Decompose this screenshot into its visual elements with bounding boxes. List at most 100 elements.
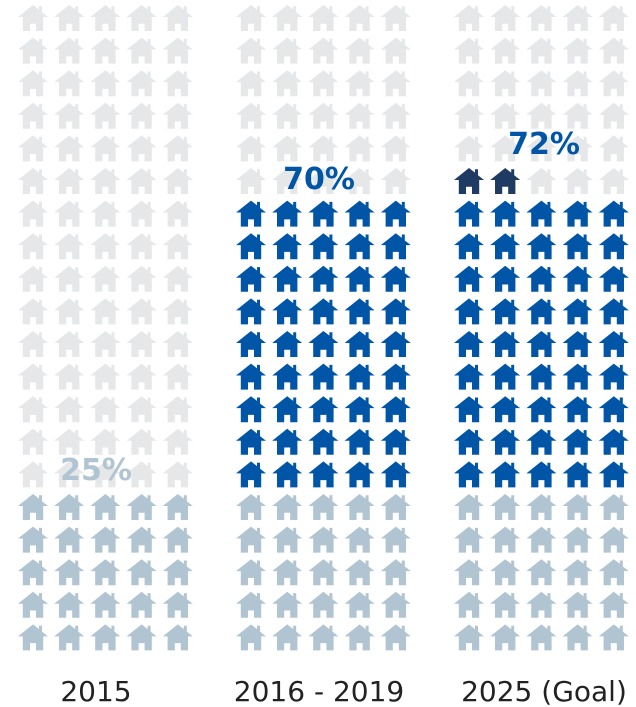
- house-icon: [90, 5, 121, 31]
- house-icon: [490, 526, 521, 553]
- house-icon: [90, 37, 121, 64]
- house-icon: [380, 200, 411, 227]
- house-icon: [562, 70, 593, 97]
- house-icon: [344, 168, 375, 194]
- house-icon: [236, 559, 266, 586]
- house-icon: [380, 461, 411, 488]
- house-icon: [562, 396, 593, 423]
- house-icon: [308, 168, 339, 194]
- house-icon: [126, 5, 157, 31]
- house-icon: [526, 396, 557, 423]
- house-icon: [272, 396, 303, 423]
- house-icon: [526, 200, 557, 227]
- house-icon: [598, 298, 629, 325]
- house-icon: [18, 494, 48, 520]
- house-icon: [562, 200, 593, 227]
- house-icon: [90, 331, 121, 357]
- house-icon: [236, 363, 266, 390]
- house-icon: [562, 135, 593, 162]
- house-icon: [344, 559, 375, 586]
- house-icon: [308, 396, 339, 423]
- house-icon: [526, 168, 557, 194]
- house-icon: [598, 624, 629, 651]
- house-icon: [490, 265, 521, 292]
- house-icon: [90, 624, 121, 651]
- house-icon: [54, 135, 85, 162]
- house-icon: [272, 428, 303, 455]
- house-icon: [162, 428, 193, 455]
- house-icon: [18, 396, 48, 423]
- house-icon: [272, 298, 303, 325]
- house-icon: [126, 233, 157, 260]
- percent-label-2016-2019: 70%: [283, 162, 355, 197]
- house-icon: [380, 168, 411, 194]
- house-icon: [344, 428, 375, 455]
- house-icon: [490, 200, 521, 227]
- house-icon: [562, 331, 593, 357]
- house-icon: [90, 559, 121, 586]
- house-icon: [490, 461, 521, 488]
- house-icon: [380, 298, 411, 325]
- house-icon: [308, 5, 339, 31]
- house-icon: [18, 363, 48, 390]
- house-icon: [454, 363, 484, 390]
- house-icon: [162, 135, 193, 162]
- category-label-2025-goal: 2025 (Goal): [461, 675, 627, 707]
- house-icon: [454, 37, 484, 64]
- house-icon: [454, 298, 484, 325]
- house-icon: [308, 591, 339, 618]
- house-icon: [162, 591, 193, 618]
- house-icon: [344, 37, 375, 64]
- house-icon: [562, 526, 593, 553]
- house-icon: [126, 102, 157, 129]
- house-icon: [598, 135, 629, 162]
- house-icon: [454, 265, 484, 292]
- house-icon: [380, 233, 411, 260]
- house-icon: [90, 265, 121, 292]
- house-icon: [90, 526, 121, 553]
- house-icon: [236, 298, 266, 325]
- house-icon: [308, 331, 339, 357]
- house-icon: [490, 233, 521, 260]
- house-icon: [454, 200, 484, 227]
- house-icon: [18, 233, 48, 260]
- house-icon: [272, 526, 303, 553]
- house-icon: [454, 494, 484, 520]
- house-icon: [18, 168, 48, 194]
- house-icon: [490, 559, 521, 586]
- house-icon: [454, 624, 484, 651]
- house-icon: [18, 591, 48, 618]
- house-icon: [272, 331, 303, 357]
- house-icon: [236, 461, 266, 488]
- house-icon: [598, 428, 629, 455]
- house-icon: [344, 363, 375, 390]
- house-icon: [490, 168, 521, 194]
- house-icon: [162, 363, 193, 390]
- house-icon: [18, 102, 48, 129]
- house-icon: [598, 591, 629, 618]
- house-icon: [18, 428, 48, 455]
- house-icon: [454, 5, 484, 31]
- house-icon: [272, 168, 303, 194]
- house-icon: [344, 461, 375, 488]
- house-icon: [562, 363, 593, 390]
- percent-label-2015: 25%: [60, 453, 132, 488]
- house-icon: [90, 102, 121, 129]
- house-icon: [526, 461, 557, 488]
- house-icon: [126, 200, 157, 227]
- house-icon: [54, 70, 85, 97]
- house-icon: [272, 37, 303, 64]
- house-icon: [380, 494, 411, 520]
- house-icon: [454, 70, 484, 97]
- house-icon: [526, 265, 557, 292]
- house-icons-layer: [18, 5, 629, 651]
- house-icon: [126, 135, 157, 162]
- house-icon: [380, 428, 411, 455]
- house-icon: [598, 461, 629, 488]
- house-icon: [90, 396, 121, 423]
- house-icon: [126, 526, 157, 553]
- house-icon: [454, 331, 484, 357]
- house-icon: [236, 526, 266, 553]
- house-icon: [54, 265, 85, 292]
- house-icon: [54, 363, 85, 390]
